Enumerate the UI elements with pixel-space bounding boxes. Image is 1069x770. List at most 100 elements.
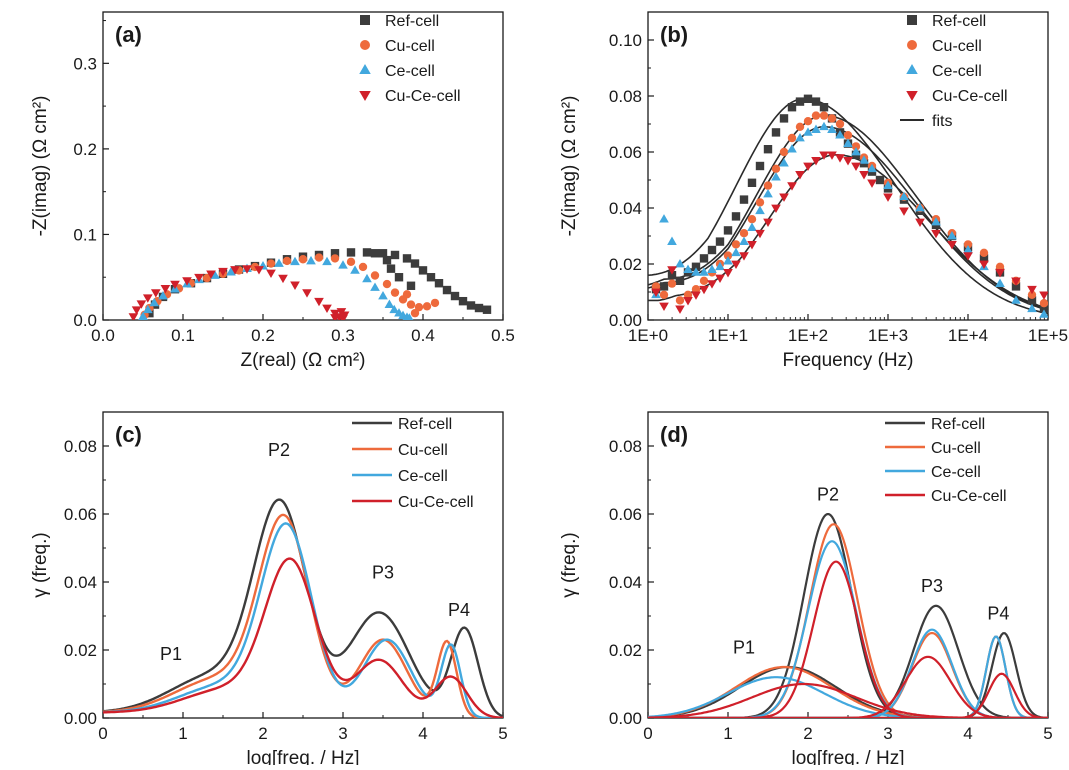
- data-point: [827, 114, 837, 123]
- data-point: [202, 273, 212, 283]
- data-point: [795, 132, 805, 142]
- peak-curve-P4-ce-cell: [648, 635, 1048, 718]
- plot-frame: [647, 11, 1049, 321]
- x-tick-label: 0.2: [251, 326, 275, 345]
- y-tick-label: 0.08: [609, 437, 642, 456]
- data-point: [170, 280, 180, 290]
- data-point: [282, 256, 292, 266]
- data-point: [1027, 285, 1037, 295]
- peak-annotation: P4: [448, 600, 470, 620]
- legend-label: Cu-Ce-cell: [932, 88, 1008, 105]
- data-point: [963, 252, 973, 261]
- data-point: [995, 262, 1005, 271]
- data-point: [691, 267, 701, 276]
- data-point: [138, 311, 148, 320]
- x-tick-label: 0.0: [91, 326, 115, 345]
- legend-label: Ref-cell: [385, 13, 439, 30]
- x-tick-label: 1E+1: [708, 326, 748, 345]
- x-tick-label: 1: [723, 724, 732, 743]
- data-point: [883, 193, 893, 202]
- data-point: [131, 306, 142, 315]
- plot-area: [103, 498, 503, 718]
- plot-area: [128, 248, 492, 320]
- data-point: [747, 241, 757, 250]
- data-point: [731, 240, 741, 249]
- data-point: [835, 130, 845, 139]
- data-point: [149, 297, 160, 307]
- data-point: [739, 229, 749, 238]
- data-point: [827, 151, 837, 160]
- plot-area: [648, 94, 1048, 318]
- data-point: [406, 300, 416, 309]
- line-cu-cell: [103, 513, 503, 718]
- data-point: [699, 254, 709, 263]
- data-point: [699, 276, 709, 285]
- data-point: [787, 133, 797, 143]
- data-point: [322, 256, 332, 266]
- data-point: [382, 255, 392, 265]
- legend-label: Ref-cell: [932, 13, 986, 30]
- data-point: [406, 281, 416, 290]
- line-cu-ce-cell: [103, 557, 503, 718]
- data-point: [350, 265, 360, 274]
- series-cu-ce-cell: [128, 265, 350, 320]
- data-point: [659, 214, 669, 223]
- x-tick-label: 2: [258, 724, 267, 743]
- data-point: [715, 237, 725, 246]
- series-cu-ce-cell: [103, 557, 503, 718]
- x-axis-label: log[freq. / Hz]: [792, 748, 905, 765]
- data-point: [723, 256, 733, 265]
- data-point: [434, 279, 444, 288]
- data-point: [150, 289, 161, 298]
- data-point: [811, 157, 821, 166]
- data-point: [723, 226, 733, 235]
- data-point: [378, 249, 388, 258]
- data-point: [386, 264, 396, 273]
- data-point: [811, 97, 821, 106]
- panel-label: (d): [660, 422, 688, 447]
- x-tick-label: 0.4: [411, 326, 435, 345]
- legend-label: fits: [932, 113, 952, 130]
- data-point: [1039, 291, 1048, 300]
- data-point: [731, 212, 741, 221]
- data-point: [659, 290, 669, 299]
- plot-area: [648, 513, 1048, 718]
- x-tick-label: 1E+5: [1028, 326, 1068, 345]
- data-point: [450, 291, 460, 301]
- legend-label: Cu-cell: [931, 440, 981, 457]
- peak-annotation: P3: [921, 576, 943, 596]
- x-tick-label: 2: [803, 724, 812, 743]
- y-tick-label: 0.02: [64, 641, 97, 660]
- data-point: [430, 298, 440, 308]
- data-point: [699, 285, 709, 295]
- legend-marker: [907, 40, 917, 50]
- data-point: [145, 308, 154, 318]
- legend-label: Ce-cell: [385, 63, 435, 80]
- legend-marker: [359, 64, 371, 74]
- panel-label: (a): [115, 22, 142, 47]
- peak-curve-P1-cu-ce-cell: [648, 682, 1048, 718]
- legend-label: Cu-cell: [385, 38, 435, 55]
- y-tick-label: 0.04: [64, 573, 97, 592]
- data-point: [819, 111, 829, 120]
- data-point: [771, 164, 781, 173]
- data-point: [667, 266, 677, 275]
- data-point: [402, 254, 412, 263]
- legend-label: Ce-cell: [932, 63, 982, 80]
- series-ref-cell: [103, 498, 503, 718]
- line-ce-cell: [103, 522, 503, 718]
- data-point: [763, 145, 773, 154]
- data-point: [659, 302, 669, 312]
- data-point: [667, 279, 677, 288]
- data-point: [819, 121, 829, 131]
- data-point: [414, 302, 424, 312]
- data-point: [795, 97, 805, 106]
- data-point: [675, 258, 685, 268]
- data-point: [803, 162, 813, 172]
- panel-c: 0 1 2 3 4 5 0.00 0.02 0.04 0.06 0.08 log[freq. / Hz…: [30, 411, 508, 769]
- data-point: [675, 296, 685, 305]
- plot-frame: [102, 11, 504, 321]
- data-point: [827, 124, 837, 133]
